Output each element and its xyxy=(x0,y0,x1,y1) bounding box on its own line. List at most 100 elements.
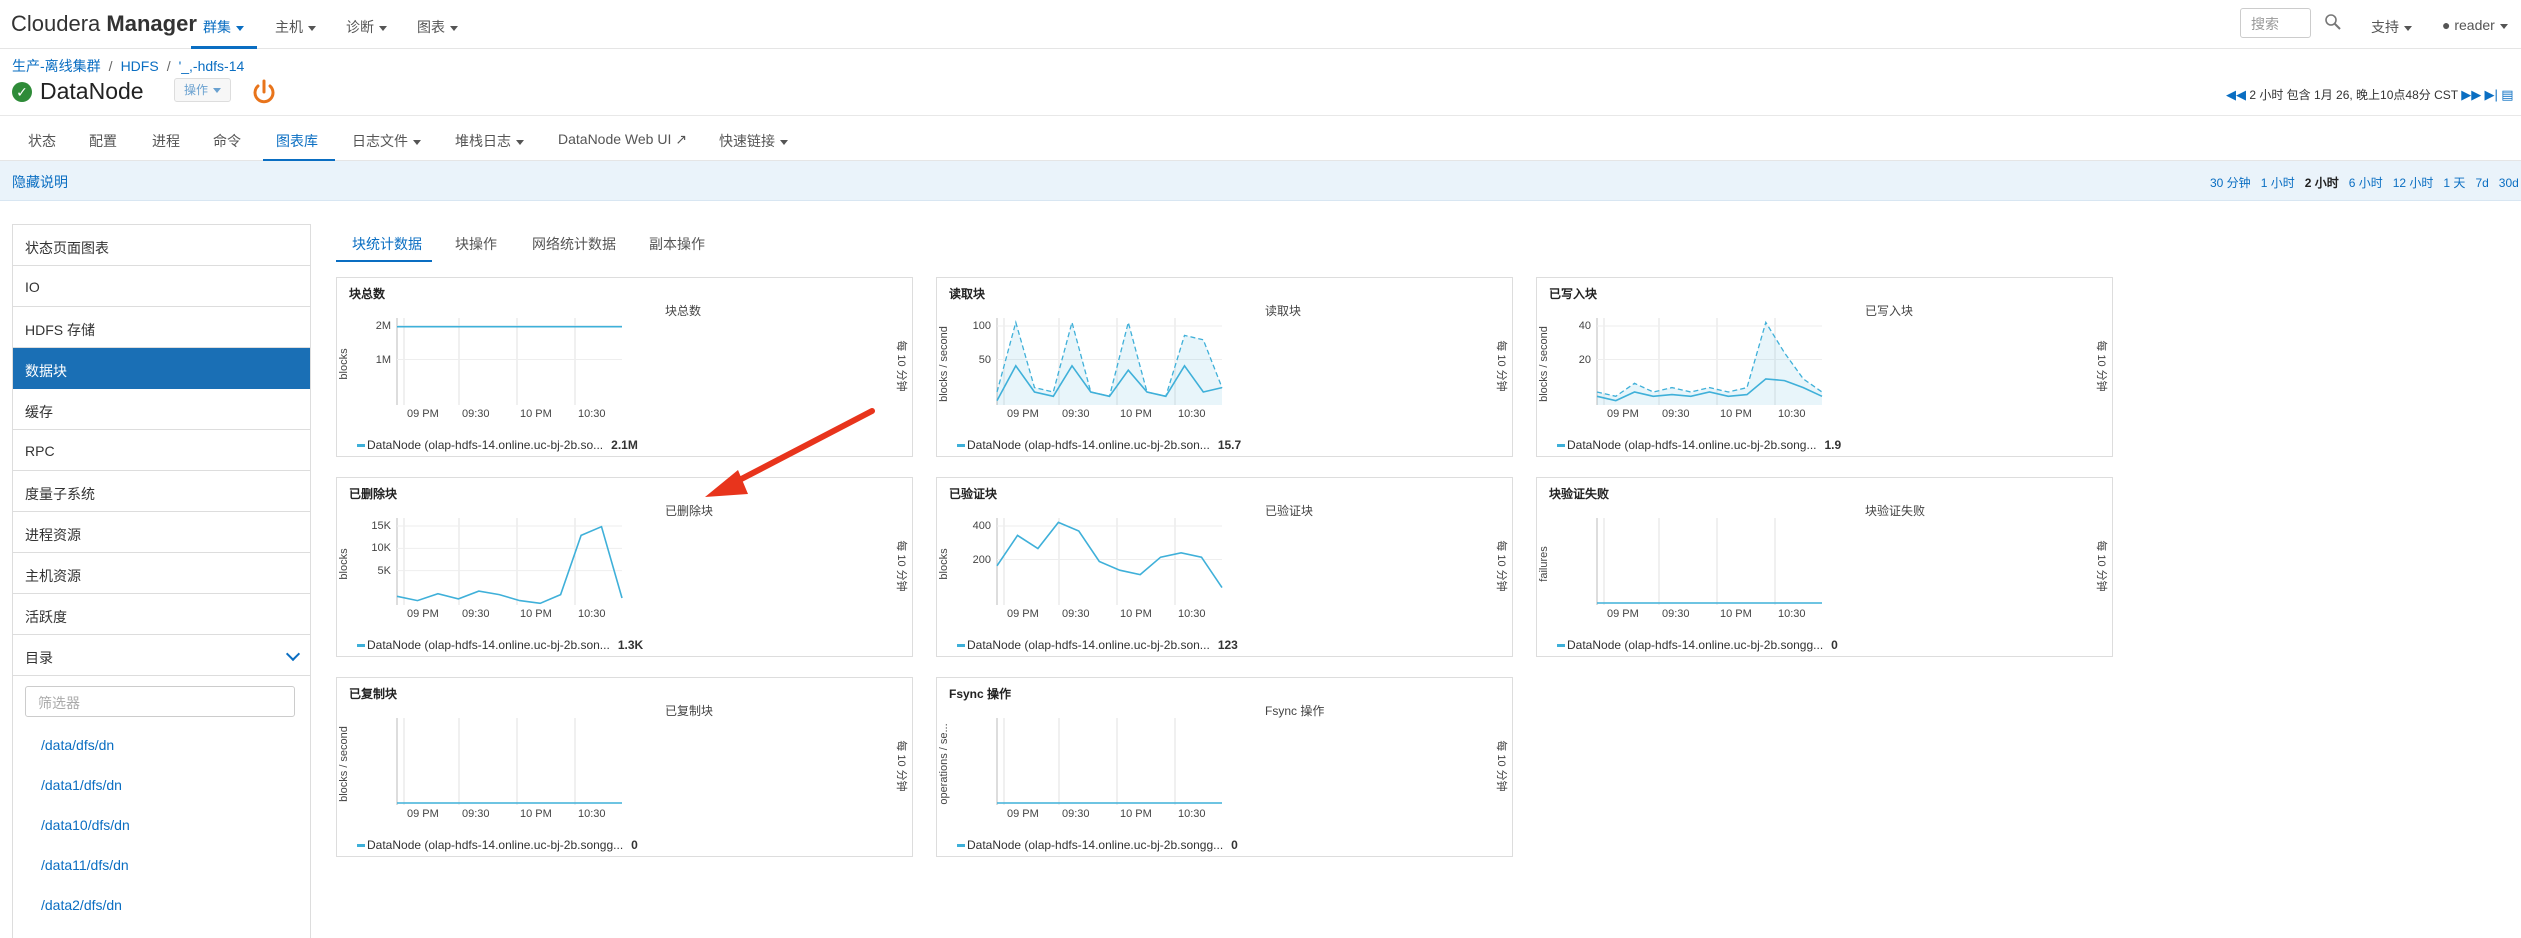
chart-plot xyxy=(396,518,623,605)
nav-user-menu[interactable]: ● reader xyxy=(2442,17,2508,33)
nav-clusters[interactable]: 群集 xyxy=(203,17,244,37)
chart-x-tick: 09:30 xyxy=(1062,808,1090,820)
chart-card-written-blocks[interactable]: 已写入块 已写入块 blocks / second 40 20 09 PM 09:30 10 … xyxy=(1536,277,2113,457)
legend-current-value: 1.3K xyxy=(617,638,644,652)
chart-legend-title: 已写入块 xyxy=(1865,304,1914,318)
chart-legend-entry[interactable]: DataNode (olap-hdfs-14.online.uc-bj-2b.s… xyxy=(357,638,643,652)
sidebar-item-io[interactable]: IO xyxy=(13,266,310,307)
external-link-icon: ↗ xyxy=(675,131,687,147)
chart-legend-entry[interactable]: DataNode (olap-hdfs-14.online.uc-bj-2b.s… xyxy=(1557,438,1841,452)
range-6h[interactable]: 6 小时 xyxy=(2348,176,2383,190)
tab-web-ui[interactable]: DataNode Web UI ↗ xyxy=(558,131,687,147)
sidebar-item-status-charts[interactable]: 状态页面图表 xyxy=(13,225,310,266)
brand-logo[interactable]: Cloudera Manager xyxy=(11,11,197,36)
sidebar-item-hdfs-storage[interactable]: HDFS 存储 xyxy=(13,307,310,348)
chart-card-total-blocks[interactable]: 块总数 块总数 blocks 2M 1M 09 PM 09:30 10 PM 10:30 每 10… xyxy=(336,277,913,457)
nav-hosts[interactable]: 主机 xyxy=(275,17,316,37)
breadcrumb-host[interactable]: '_,-hdfs-14 xyxy=(178,58,245,74)
chart-icon[interactable]: ▤ xyxy=(2501,87,2514,102)
dir-link[interactable]: /data1/dfs/dn xyxy=(41,777,122,793)
chart-card-verified-blocks[interactable]: 已验证块 已验证块 blocks 400 200 09 PM 09:30 10 PM 10:30… xyxy=(936,477,1513,657)
ctab-block-ops[interactable]: 块操作 xyxy=(455,236,497,252)
chart-card-deleted-blocks[interactable]: 已删除块 已删除块 blocks 15K 10K 5K 09 PM 09:30 10 PM 10:… xyxy=(336,477,913,657)
dir-link[interactable]: /data10/dfs/dn xyxy=(41,817,130,833)
chart-card-verify-failures[interactable]: 块验证失败 块验证失败 failures 09 PM 09:30 10 PM 10:30 每 … xyxy=(1536,477,2113,657)
range-7d[interactable]: 7d xyxy=(2475,176,2489,190)
sidebar-item-metrics-subsystem[interactable]: 度量子系统 xyxy=(13,471,310,512)
power-icon[interactable] xyxy=(250,78,278,106)
chart-x-tick: 10:30 xyxy=(578,608,606,620)
ctab-replica-ops[interactable]: 副本操作 xyxy=(649,236,705,252)
legend-current-value: 2.1M xyxy=(611,438,638,452)
sidebar-item-blocks[interactable]: 数据块 xyxy=(13,348,310,389)
tab-process[interactable]: 进程 xyxy=(152,133,180,149)
info-bar: 隐藏说明 30 分钟 1 小时 2 小时 6 小时 12 小时 1 天 7d 30d xyxy=(0,161,2521,201)
chart-y-tick: 1M xyxy=(375,353,391,366)
chart-legend-entry[interactable]: DataNode (olap-hdfs-14.online.uc-bj-2b.s… xyxy=(1557,638,1838,652)
chart-card-read-blocks[interactable]: 读取块 读取块 blocks / second 100 50 09 PM 09:30 10 P… xyxy=(936,277,1513,457)
range-2h[interactable]: 2 小时 xyxy=(2304,176,2339,190)
sidebar-item-host-resources[interactable]: 主机资源 xyxy=(13,553,310,594)
search-input[interactable]: 搜索 xyxy=(2240,8,2311,38)
chart-plot xyxy=(396,718,622,805)
legend-swatch xyxy=(357,444,365,448)
sidebar-item-directories[interactable]: 目录 xyxy=(13,635,310,676)
series-band xyxy=(1597,322,1822,405)
hide-description-link[interactable]: 隐藏说明 xyxy=(12,174,68,190)
chart-title: 读取块 xyxy=(949,287,986,301)
chart-x-tick: 10 PM xyxy=(1720,408,1752,420)
dir-link[interactable]: /data2/dfs/dn xyxy=(41,897,122,913)
range-12h[interactable]: 12 小时 xyxy=(2392,176,2434,190)
support-bundle-icon[interactable] xyxy=(2324,13,2342,36)
sidebar-item-process-resources[interactable]: 进程资源 xyxy=(13,512,310,553)
chart-legend-entry[interactable]: DataNode (olap-hdfs-14.online.uc-bj-2b.s… xyxy=(957,838,1238,852)
chart-x-tick: 10:30 xyxy=(578,808,606,820)
nav-support[interactable]: 支持 xyxy=(2371,17,2412,37)
range-1d[interactable]: 1 天 xyxy=(2443,176,2466,190)
chart-y-tick: 2M xyxy=(375,320,391,332)
nav-active-indicator xyxy=(191,46,257,49)
chart-x-tick: 09:30 xyxy=(1062,408,1090,420)
tab-commands[interactable]: 命令 xyxy=(213,133,241,149)
chart-legend-entry[interactable]: DataNode (olap-hdfs-14.online.uc-bj-2b.s… xyxy=(957,638,1238,652)
chart-legend-entry[interactable]: DataNode (olap-hdfs-14.online.uc-bj-2b.s… xyxy=(357,438,638,452)
ctab-block-stats[interactable]: 块统计数据 xyxy=(352,236,422,252)
tab-stack-logs[interactable]: 堆栈日志 xyxy=(455,131,524,151)
legend-swatch xyxy=(357,644,365,648)
chart-legend-title: 读取块 xyxy=(1265,304,1302,318)
nav-charts[interactable]: 图表 xyxy=(417,17,458,37)
tab-status[interactable]: 状态 xyxy=(28,133,56,149)
forward-icon[interactable]: ▶▶ xyxy=(2461,87,2482,102)
chart-card-fsync-ops[interactable]: Fsync 操作 Fsync 操作 operations / se... 09 PM 0… xyxy=(936,677,1513,857)
actions-button[interactable]: 操作 xyxy=(174,78,231,102)
sidebar-item-rpc[interactable]: RPC xyxy=(13,430,310,471)
breadcrumb-cluster[interactable]: 生产-离线集群 xyxy=(12,58,101,74)
range-30m[interactable]: 30 分钟 xyxy=(2210,176,2251,190)
directory-filter-input[interactable]: 筛选器 xyxy=(25,686,295,717)
breadcrumb-service[interactable]: HDFS xyxy=(120,58,159,74)
chart-card-replicated-blocks[interactable]: 已复制块 已复制块 blocks / second 09 PM 09:30 10 PM 10… xyxy=(336,677,913,857)
tab-quick-links[interactable]: 快速链接 xyxy=(719,131,788,151)
tab-chart-library[interactable]: 图表库 xyxy=(276,133,318,149)
ctab-network-stats[interactable]: 网络统计数据 xyxy=(532,236,616,252)
rewind-icon[interactable]: ◀◀ xyxy=(2226,87,2246,102)
chart-legend-entry[interactable]: DataNode (olap-hdfs-14.online.uc-bj-2b.s… xyxy=(957,438,1241,452)
tab-log-files[interactable]: 日志文件 xyxy=(352,131,421,151)
dir-link[interactable]: /data11/dfs/dn xyxy=(41,857,129,873)
series-line xyxy=(1596,378,1823,402)
legend-current-value: 15.7 xyxy=(1217,438,1242,452)
jump-now-icon[interactable]: ▶| xyxy=(2484,87,2498,102)
chart-x-tick: 10 PM xyxy=(520,808,552,820)
chart-legend-entry[interactable]: DataNode (olap-hdfs-14.online.uc-bj-2b.s… xyxy=(357,838,638,852)
dir-link[interactable]: /data/dfs/dn xyxy=(41,737,115,753)
range-30d[interactable]: 30d xyxy=(2498,176,2519,190)
range-1h[interactable]: 1 小时 xyxy=(2260,176,2295,190)
chart-x-tick: 09 PM xyxy=(1607,408,1639,420)
page-title: ✓ DataNode xyxy=(12,78,144,105)
chart-title: 已验证块 xyxy=(949,487,998,501)
nav-diagnostics[interactable]: 诊断 xyxy=(346,17,387,37)
sidebar-item-cache[interactable]: 缓存 xyxy=(13,389,310,430)
sidebar-item-liveness[interactable]: 活跃度 xyxy=(13,594,310,635)
tab-config[interactable]: 配置 xyxy=(89,133,117,149)
chart-plot xyxy=(396,318,622,405)
